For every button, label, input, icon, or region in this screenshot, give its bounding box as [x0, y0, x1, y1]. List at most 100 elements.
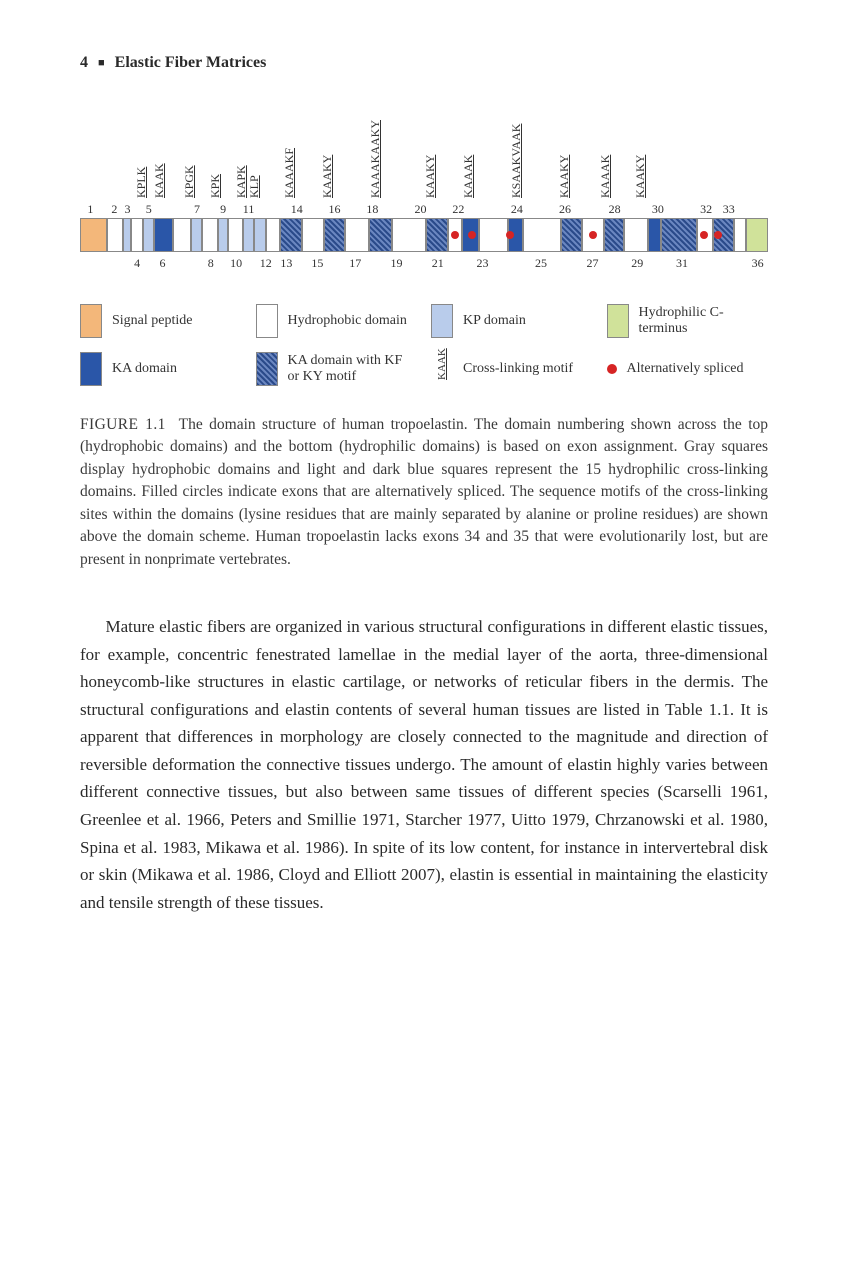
exon-number-bottom: 25 — [535, 256, 547, 271]
domain-segment — [734, 218, 746, 252]
exon-number-bottom: 31 — [676, 256, 688, 271]
domain-segment — [604, 218, 623, 252]
exon-number-top: 2 — [111, 202, 117, 217]
exon-number-top: 16 — [329, 202, 341, 217]
alt-splice-dot — [468, 231, 476, 239]
exon-number-bottom: 6 — [160, 256, 166, 271]
legend-item: Signal peptide — [80, 304, 242, 338]
alt-splice-dot — [714, 231, 722, 239]
alt-splice-dot — [589, 231, 597, 239]
exon-number-top: 3 — [124, 202, 130, 217]
crosslink-motif: KAAAK — [598, 155, 613, 198]
exon-number-top: 30 — [652, 202, 664, 217]
legend-label: KP domain — [463, 313, 526, 329]
domain-segment — [523, 218, 561, 252]
exon-number-top: 22 — [452, 202, 464, 217]
exon-number-top: 5 — [146, 202, 152, 217]
crosslink-motif: KPLK — [134, 167, 149, 198]
crosslink-motif: KAAKY — [557, 155, 572, 198]
exon-number-bottom: 19 — [390, 256, 402, 271]
figure-legend: Signal peptide Hydrophobic domain KP domai… — [80, 304, 768, 386]
exon-number-bottom: 17 — [349, 256, 361, 271]
legend-swatch — [256, 352, 278, 386]
domain-segment — [479, 218, 508, 252]
legend-label: Alternatively spliced — [627, 361, 744, 377]
figure-1-1: 1235791114161820222426283032334681012131… — [80, 96, 768, 386]
exon-number-top: 32 — [700, 202, 712, 217]
legend-swatch — [607, 304, 629, 338]
domain-segment — [154, 218, 173, 252]
exon-number-top: 18 — [366, 202, 378, 217]
domain-bar: 1235791114161820222426283032334681012131… — [80, 96, 768, 296]
crosslink-motif: KAAKY — [320, 155, 335, 198]
domain-segment — [254, 218, 266, 252]
domain-segment — [392, 218, 426, 252]
legend-label: Signal peptide — [112, 313, 193, 329]
crosslink-motif: KLP — [247, 175, 262, 198]
domain-segment — [173, 218, 192, 252]
exon-number-top: 33 — [723, 202, 735, 217]
domain-segment — [131, 218, 143, 252]
legend-swatch-dot — [607, 364, 617, 374]
domain-segment — [302, 218, 324, 252]
domain-segment — [266, 218, 280, 252]
domain-segment — [80, 218, 107, 252]
exon-number-bottom: 29 — [631, 256, 643, 271]
domain-segment — [243, 218, 254, 252]
domain-segment — [746, 218, 768, 252]
exon-number-bottom: 13 — [280, 256, 292, 271]
domain-segment — [345, 218, 369, 252]
domain-bar-track — [80, 218, 768, 252]
alt-splice-dot — [506, 231, 514, 239]
crosslink-motif: KAAKY — [423, 155, 438, 198]
crosslink-motif: KPGK — [182, 165, 197, 198]
domain-segment — [369, 218, 392, 252]
domain-segment — [191, 218, 201, 252]
exon-number-bottom: 4 — [134, 256, 140, 271]
crosslink-motif: KAAAKAAKY — [368, 120, 383, 198]
legend-label: KA domain with KF or KY motif — [288, 353, 418, 385]
exon-number-bottom: 27 — [587, 256, 599, 271]
exon-number-bottom: 36 — [752, 256, 764, 271]
exon-number-bottom: 10 — [230, 256, 242, 271]
alt-splice-dot — [451, 231, 459, 239]
domain-segment — [202, 218, 218, 252]
crosslink-motif: KAAKY — [633, 155, 648, 198]
exon-number-bottom: 8 — [208, 256, 214, 271]
exon-number-top: 26 — [559, 202, 571, 217]
figure-label: FIGURE 1.1 — [80, 416, 166, 433]
legend-label: Hydrophilic C-terminus — [639, 305, 769, 337]
exon-number-bottom: 12 — [260, 256, 272, 271]
legend-swatch — [80, 304, 102, 338]
legend-item: Hydrophilic C-terminus — [607, 304, 769, 338]
crosslink-motif: KAAAK — [461, 155, 476, 198]
legend-item: KP domain — [431, 304, 593, 338]
legend-swatch-motif: KAAK — [436, 358, 448, 380]
exon-number-top: 9 — [220, 202, 226, 217]
exon-number-top: 1 — [87, 202, 93, 217]
domain-segment — [280, 218, 302, 252]
exon-number-top: 28 — [609, 202, 621, 217]
legend-swatch — [80, 352, 102, 386]
legend-label: Cross-linking motif — [463, 361, 573, 377]
domain-segment — [228, 218, 243, 252]
legend-item: Hydrophobic domain — [256, 304, 418, 338]
figure-caption: FIGURE 1.1 The domain structure of human… — [80, 414, 768, 571]
body-paragraph: Mature elastic fibers are organized in v… — [80, 613, 768, 916]
running-title: Elastic Fiber Matrices — [115, 54, 267, 72]
domain-segment — [107, 218, 124, 252]
legend-label: Hydrophobic domain — [288, 313, 407, 329]
page-header: 4 ■ Elastic Fiber Matrices — [80, 54, 768, 72]
exon-number-bottom: 23 — [476, 256, 488, 271]
legend-item: Alternatively spliced — [607, 352, 769, 386]
domain-segment — [324, 218, 345, 252]
figure-caption-text: The domain structure of human tropoelast… — [80, 416, 768, 568]
crosslink-motif: KAAK — [152, 163, 167, 198]
page-number: 4 — [80, 54, 88, 72]
domain-segment — [426, 218, 448, 252]
legend-item: KAAK Cross-linking motif — [431, 352, 593, 386]
alt-splice-dot — [700, 231, 708, 239]
legend-swatch — [256, 304, 278, 338]
domain-segment — [661, 218, 697, 252]
crosslink-motif: KSAAKVAAK — [509, 124, 524, 198]
